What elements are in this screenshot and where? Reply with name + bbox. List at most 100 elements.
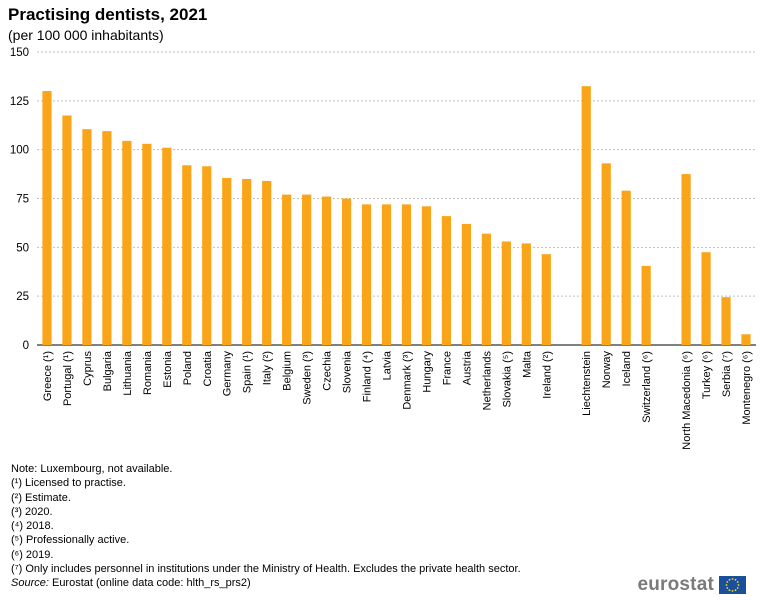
bar <box>701 252 711 345</box>
x-tick-label: Ireland (²) <box>541 351 553 399</box>
bar <box>222 177 232 345</box>
x-tick-label: Czechia <box>322 350 334 391</box>
x-tick-label: Italy (²) <box>262 351 274 385</box>
y-tick-label: 150 <box>10 47 29 59</box>
x-tick-label: Slovenia <box>342 350 354 393</box>
bar <box>721 297 731 345</box>
footnote-6: (⁶) 2019. <box>11 548 54 561</box>
bar <box>302 194 312 345</box>
flag-background <box>719 576 746 594</box>
bar <box>242 178 252 345</box>
source-line: Source: Eurostat (online data code: hlth… <box>11 576 521 590</box>
flag-star <box>728 589 731 592</box>
bar-chart: 0 25 50 75 100 125 150 Greece (¹) Portugal (¹) Cy… <box>10 47 756 450</box>
flag-star <box>731 578 734 580</box>
footnote-3: (³) 2020. <box>11 505 53 518</box>
bar <box>282 194 292 345</box>
footnote-2: (²) Estimate. <box>11 491 71 504</box>
y-tick-label: 125 <box>10 96 29 108</box>
flag-star <box>737 584 740 586</box>
x-tick-label: Austria <box>461 350 473 385</box>
bar <box>361 204 372 345</box>
flag-star <box>726 581 729 583</box>
bar <box>162 147 172 345</box>
x-tick-label: France <box>441 351 453 385</box>
bar <box>62 115 72 345</box>
bar <box>262 180 272 345</box>
x-tick-label: Montenegro (⁶) <box>741 351 753 425</box>
x-tick-label: Finland (⁴) <box>362 351 374 402</box>
y-tick-label: 25 <box>16 291 29 303</box>
y-tick-label: 100 <box>10 145 29 157</box>
flag-star <box>736 587 739 589</box>
x-tick-label: Sweden (³) <box>302 351 314 405</box>
y-tick-label: 50 <box>16 242 29 254</box>
x-tick-label: Netherlands <box>481 351 493 411</box>
y-tick-label: 0 <box>23 340 29 352</box>
x-tick-label: Estonia <box>162 350 174 388</box>
x-tick-label: Slovakia (⁵) <box>501 351 513 408</box>
bar <box>202 166 212 345</box>
bar <box>481 233 491 345</box>
bar <box>541 254 551 345</box>
eurostat-logo: eurostat <box>637 574 746 596</box>
bar <box>182 165 192 345</box>
bar <box>581 86 591 345</box>
bar <box>82 129 92 345</box>
bar <box>122 140 132 345</box>
x-tick-label: Malta <box>521 350 533 378</box>
x-tick-label: Belgium <box>282 351 294 391</box>
bar <box>42 91 52 345</box>
bar <box>741 334 751 345</box>
chart-title: Practising dentists, 2021 <box>8 5 208 24</box>
flag-star <box>725 584 728 586</box>
bar <box>322 196 332 345</box>
flag-star <box>726 587 729 589</box>
footnote-5: (⁵) Professionally active. <box>11 534 130 547</box>
x-tick-label: Liechtenstein <box>581 351 593 416</box>
bar <box>641 265 651 345</box>
bar <box>142 143 152 345</box>
source-label: Source: <box>11 577 49 590</box>
bar <box>621 190 631 345</box>
x-tick-label: Switzerland (⁶) <box>641 351 653 423</box>
bar <box>461 223 471 345</box>
bar <box>601 163 611 345</box>
x-tick-label: Romania <box>142 350 154 395</box>
flag-star <box>736 581 739 583</box>
x-tick-label: Croatia <box>202 350 214 386</box>
x-tick-label: Poland <box>182 351 194 385</box>
bar <box>421 206 432 345</box>
x-tick-label: Latvia <box>382 350 394 380</box>
x-tick-label: Iceland <box>621 351 633 386</box>
footnote-1: (¹) Licensed to practise. <box>11 477 126 490</box>
footnotes-block: Note: Luxembourg, not available. (¹) Lic… <box>11 462 521 591</box>
x-tick-label: Denmark (³) <box>401 351 413 410</box>
flag-star <box>734 578 737 581</box>
flag-star <box>731 590 734 592</box>
eu-flag-icon <box>719 576 746 594</box>
x-tick-label: Hungary <box>421 351 433 393</box>
x-tick-label: Greece (¹) <box>42 351 54 401</box>
x-tick-label: Spain (¹) <box>242 351 254 393</box>
x-tick-label: Lithuania <box>122 350 134 396</box>
bar <box>401 204 412 345</box>
chart-subtitle: (per 100 000 inhabitants) <box>8 27 164 43</box>
bar <box>102 131 112 345</box>
x-tick-label: Germany <box>222 351 234 397</box>
y-tick-label: 75 <box>16 194 29 206</box>
x-tick-label: Turkey (⁶) <box>701 351 713 399</box>
x-tick-label: Bulgaria <box>102 350 114 391</box>
bar <box>501 241 511 345</box>
x-tick-label: Norway <box>601 351 613 389</box>
x-tick-label: Portugal (¹) <box>62 351 74 406</box>
flag-star <box>734 589 737 592</box>
bar <box>681 174 691 345</box>
bar <box>521 243 531 345</box>
footnote-7: (⁷) Only includes personnel in instituti… <box>11 563 521 576</box>
bar <box>441 216 452 345</box>
x-tick-label: Cyprus <box>82 351 94 386</box>
flag-star <box>728 578 731 581</box>
bar <box>341 198 352 345</box>
footnote-4: (⁴) 2018. <box>11 520 54 533</box>
